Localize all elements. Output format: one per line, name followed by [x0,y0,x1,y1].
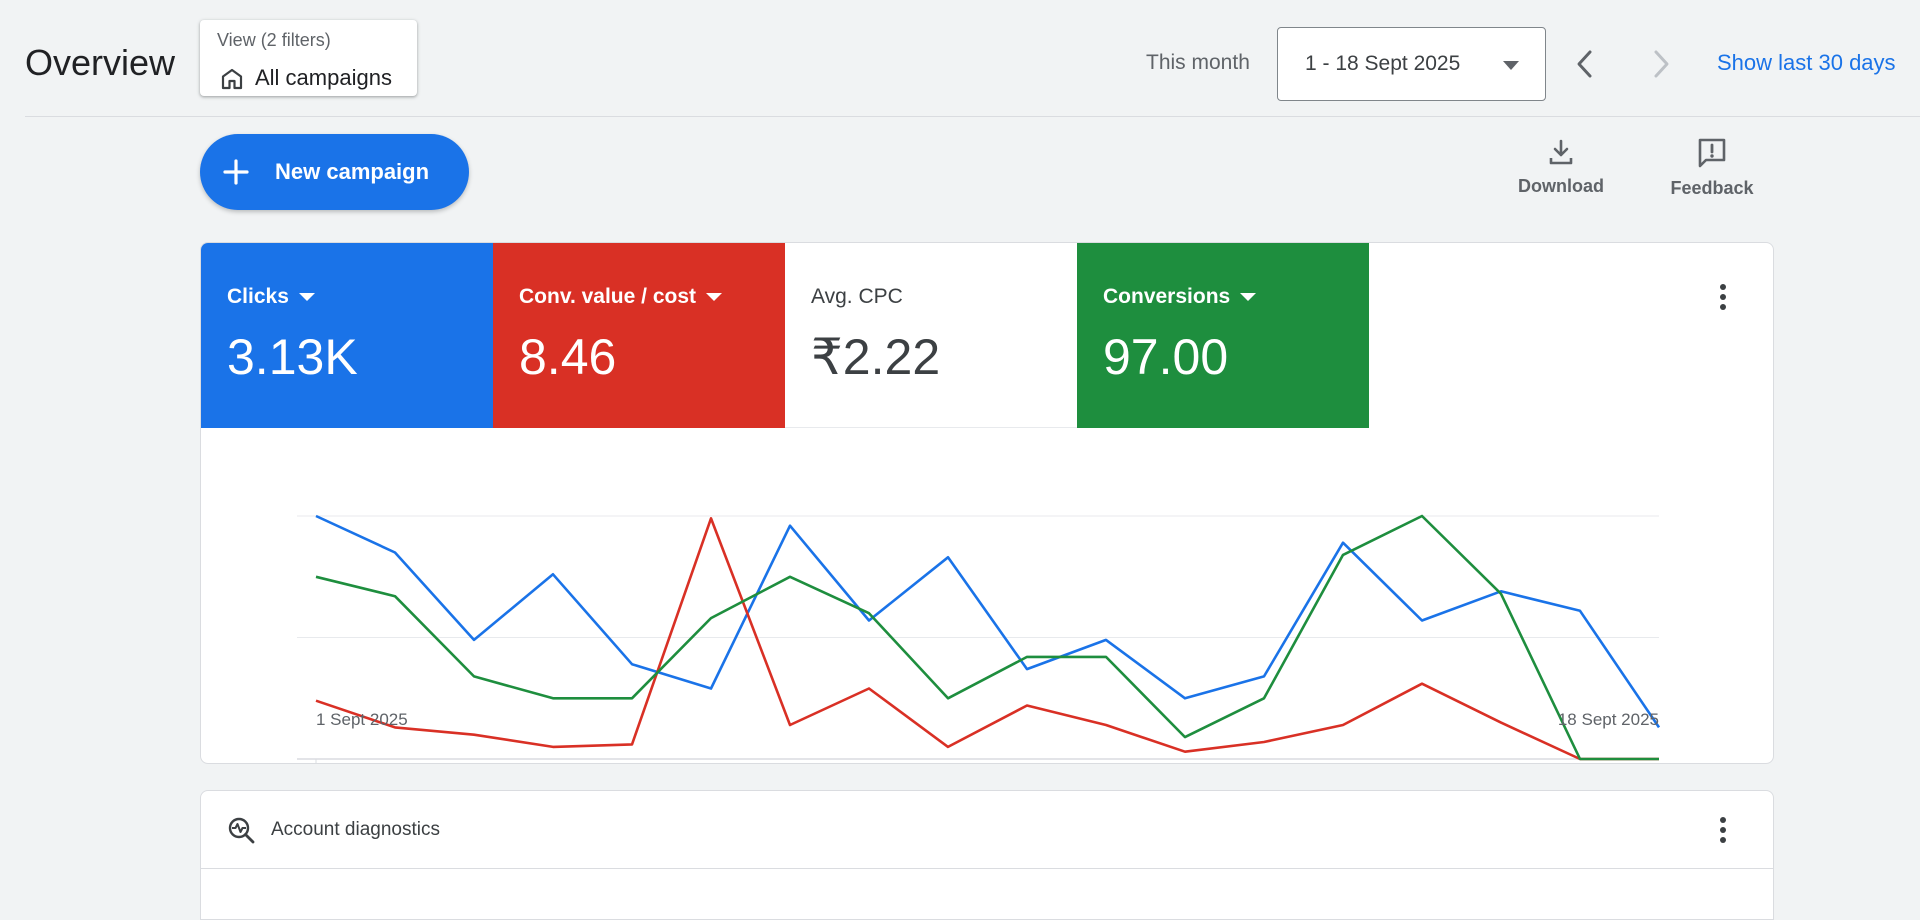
date-range-value: 1 - 18 Sept 2025 [1305,52,1461,75]
feedback-icon [1698,138,1726,168]
metric-tile-clicks[interactable]: Clicks 3.13K [201,243,493,428]
caret-down-icon [1503,61,1519,70]
x-axis-end-label: 18 Sept 2025 [1558,710,1659,729]
series-line-clicks [315,514,1661,729]
metric-label: Avg. CPC [811,285,903,308]
diagnostics-icon [228,817,255,844]
view-filter-button[interactable]: View (2 filters) All campaigns [200,20,417,96]
metric-tile-conv-value-cost[interactable]: Conv. value / cost 8.46 [493,243,785,428]
download-icon [1549,139,1573,165]
page-title: Overview [25,42,176,83]
feedback-label: Feedback [1670,178,1754,198]
header-divider [25,116,1920,117]
download-button[interactable]: Download [1511,136,1611,206]
caret-down-icon [706,293,722,302]
caret-down-icon [1240,293,1257,302]
date-range-select[interactable]: 1 - 18 Sept 2025 [1277,27,1546,101]
performance-chart: 1 Sept 2025 18 Sept 2025 [201,428,1773,763]
plus-icon [223,159,249,185]
more-vert-icon[interactable] [1705,812,1741,848]
view-filter-caption: View (2 filters) [217,30,331,50]
metric-label: Conv. value / cost [519,285,722,309]
series-line-conv-value-cost [315,517,1659,761]
metric-tiles: Clicks 3.13K Conv. value / cost 8.46 Avg… [201,243,1369,428]
metric-label: Clicks [227,285,315,309]
performance-card: Clicks 3.13K Conv. value / cost 8.46 Avg… [200,242,1774,764]
show-last-30-days-link[interactable]: Show last 30 days [1717,50,1896,75]
line-chart: 1 Sept 2025 18 Sept 2025 [297,514,1661,763]
metric-tile-conversions[interactable]: Conversions 97.00 [1077,243,1369,428]
metric-value: 3.13K [227,329,358,385]
period-label: This month [1146,51,1250,74]
more-vert-icon[interactable] [1705,279,1741,315]
series-line-conversions [315,514,1659,761]
account-diagnostics-title: Account diagnostics [271,819,440,840]
new-campaign-label: New campaign [275,159,430,184]
view-filter-label: All campaigns [255,65,392,90]
new-campaign-button[interactable]: New campaign [200,134,469,210]
download-label: Download [1518,176,1604,196]
account-diagnostics-card: Account diagnostics [200,790,1774,920]
account-diagnostics-header[interactable]: Account diagnostics [201,791,1773,869]
feedback-button[interactable]: Feedback [1662,136,1762,206]
metric-value: ₹2.22 [811,329,941,385]
x-axis-start-label: 1 Sept 2025 [316,710,408,729]
caret-down-icon [298,293,315,302]
home-icon [221,68,243,90]
metric-label: Conversions [1103,285,1257,309]
metric-value: 97.00 [1103,329,1229,385]
metric-tile-avg-cpc[interactable]: Avg. CPC ₹2.22 [785,243,1077,428]
page-header: Overview View (2 filters) All campaigns … [0,0,1920,116]
chevron-right-icon[interactable] [1646,46,1676,82]
chevron-left-icon[interactable] [1570,46,1600,82]
metric-value: 8.46 [519,329,617,385]
